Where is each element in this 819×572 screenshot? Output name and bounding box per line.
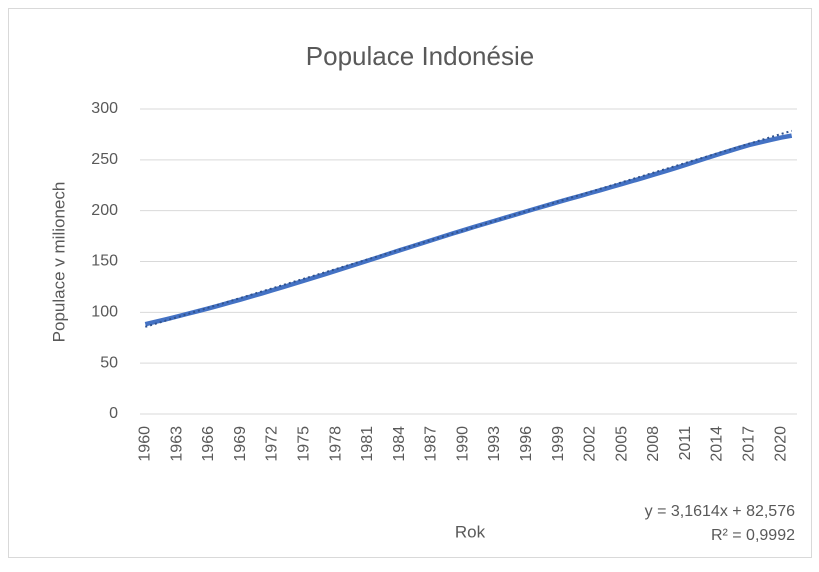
chart-border xyxy=(8,8,812,558)
x-tick-label: 1999 xyxy=(550,426,567,462)
y-tick-label: 200 xyxy=(91,202,118,219)
x-tick-label: 2020 xyxy=(772,426,789,462)
y-tick-label: 250 xyxy=(91,151,118,168)
x-tick-label: 1963 xyxy=(168,426,185,462)
x-tick-label: 1978 xyxy=(327,426,344,462)
chart-title: Populace Indonésie xyxy=(306,41,534,71)
x-tick-label: 1972 xyxy=(264,426,281,462)
x-tick-label: 2017 xyxy=(741,426,758,462)
x-tick-label: 1975 xyxy=(295,426,312,462)
x-tick-label: 1993 xyxy=(486,426,503,462)
y-tick-label: 50 xyxy=(100,354,118,371)
x-tick-label: 1981 xyxy=(359,426,376,462)
y-tick-label: 300 xyxy=(91,100,118,117)
x-tick-label: 2008 xyxy=(645,426,662,462)
y-axis-label: Populace v milionech xyxy=(49,182,68,343)
x-tick-label: 1990 xyxy=(454,426,471,462)
x-tick-label: 1984 xyxy=(391,426,408,462)
x-axis-label: Rok xyxy=(455,522,486,541)
y-tick-label: 150 xyxy=(91,253,118,270)
x-tick-label: 2002 xyxy=(582,426,599,462)
y-tick-label: 0 xyxy=(109,405,118,422)
trendline-equation: y = 3,1614x + 82,576 xyxy=(645,503,795,520)
x-tick-label: 1960 xyxy=(137,426,154,462)
x-tick-label: 1996 xyxy=(518,426,535,462)
x-tick-label: 1969 xyxy=(232,426,249,462)
trendline-r2: R² = 0,9992 xyxy=(711,527,795,544)
data-line xyxy=(144,133,793,327)
x-tick-label: 2005 xyxy=(613,426,630,462)
x-tick-label: 2014 xyxy=(709,426,726,462)
x-tick-label: 2011 xyxy=(677,426,694,461)
x-tick-label: 1966 xyxy=(200,426,217,462)
x-tick-label: 1987 xyxy=(423,426,440,462)
y-tick-label: 100 xyxy=(91,304,118,321)
